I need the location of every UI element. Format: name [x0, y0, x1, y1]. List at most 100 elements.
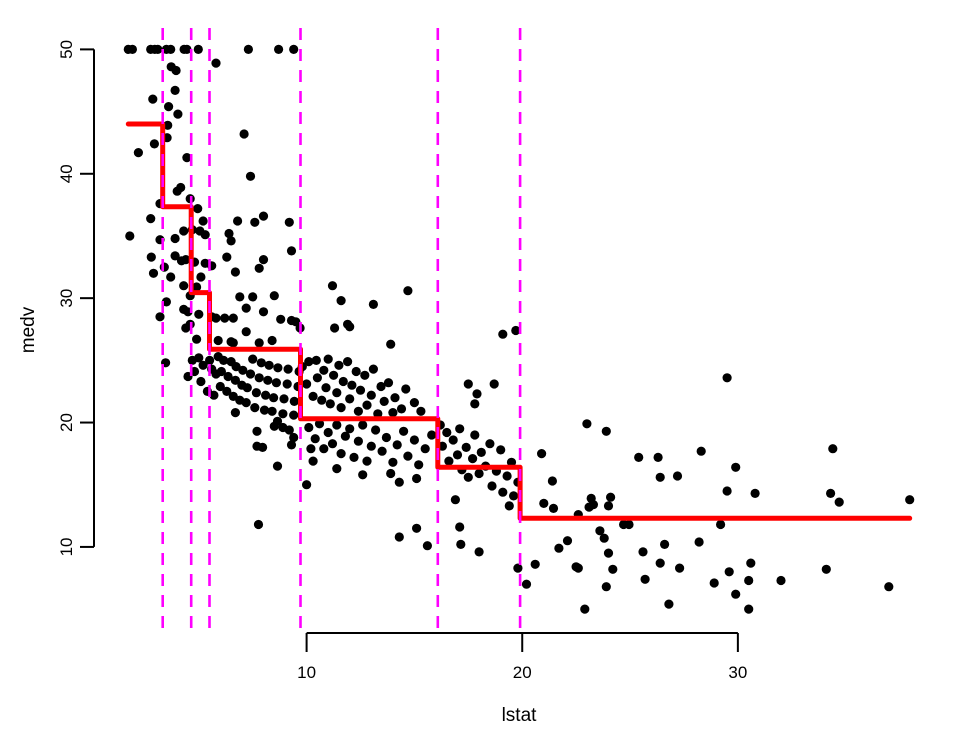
data-point: [884, 582, 894, 592]
data-point: [422, 541, 432, 551]
data-point: [489, 379, 499, 389]
data-point: [325, 399, 335, 409]
data-point: [653, 452, 663, 462]
data-point: [198, 216, 208, 226]
data-point: [360, 370, 370, 380]
data-point: [496, 445, 506, 455]
data-point: [304, 422, 314, 433]
data-point: [412, 523, 422, 533]
data-point: [403, 286, 413, 296]
data-point: [161, 297, 171, 307]
data-point: [170, 233, 180, 244]
data-point: [250, 403, 260, 413]
data-point: [386, 339, 396, 349]
data-point: [487, 481, 497, 491]
data-point: [181, 255, 191, 265]
data-point: [547, 476, 558, 486]
data-point: [376, 381, 386, 392]
data-point: [444, 456, 454, 466]
data-point: [264, 360, 274, 370]
data-point: [498, 487, 508, 497]
data-point: [349, 452, 359, 462]
data-point: [148, 94, 158, 104]
data-point: [388, 408, 398, 418]
data-point: [254, 373, 264, 383]
data-point: [125, 231, 135, 241]
tree-step-fit-line: [125, 121, 913, 521]
data-point: [215, 381, 225, 392]
data-point: [302, 480, 312, 490]
data-point: [146, 214, 156, 224]
data-point: [211, 313, 221, 323]
data-point: [171, 65, 181, 76]
data-point: [412, 473, 422, 484]
data-point: [289, 410, 299, 420]
data-point: [231, 362, 241, 372]
data-point: [267, 335, 277, 346]
data-point: [216, 366, 226, 377]
data-point: [826, 488, 836, 498]
data-point: [427, 430, 437, 440]
data-point: [371, 425, 381, 435]
data-point: [608, 564, 618, 574]
data-point: [230, 267, 240, 277]
data-point: [347, 380, 357, 390]
data-point: [353, 436, 363, 446]
data-point: [220, 313, 230, 323]
data-point: [530, 559, 540, 569]
y-axis-tick-label: 20: [57, 413, 76, 432]
data-point: [155, 312, 165, 322]
data-point: [731, 589, 741, 599]
data-point: [394, 477, 404, 487]
data-point: [273, 363, 283, 373]
data-point: [310, 434, 320, 444]
data-point: [905, 495, 915, 505]
data-point: [230, 408, 240, 418]
data-point: [330, 323, 340, 333]
data-point: [153, 44, 163, 55]
data-point: [323, 427, 333, 438]
data-point: [554, 543, 564, 553]
data-point: [722, 486, 732, 496]
data-point: [513, 563, 523, 573]
data-point: [230, 375, 240, 385]
data-point: [362, 400, 372, 410]
data-point: [166, 272, 176, 282]
data-point: [213, 335, 223, 346]
data-point: [366, 441, 376, 451]
data-point: [638, 547, 648, 557]
data-point: [317, 395, 327, 405]
data-point: [245, 171, 256, 181]
x-axis: 10 20 30: [297, 632, 747, 682]
data-point: [200, 230, 210, 240]
data-point: [133, 148, 143, 158]
data-point: [319, 444, 329, 454]
data-point: [345, 394, 355, 404]
data-point: [286, 246, 297, 256]
data-point: [634, 452, 644, 462]
data-point: [601, 582, 611, 592]
data-point: [327, 281, 338, 291]
data-point: [179, 281, 189, 291]
data-point: [504, 501, 514, 511]
data-point: [250, 217, 260, 227]
data-point: [282, 379, 292, 389]
data-point: [562, 536, 573, 546]
data-point: [709, 578, 719, 588]
data-point: [396, 404, 407, 414]
data-point: [193, 204, 203, 214]
data-point: [470, 399, 480, 409]
data-point: [624, 519, 634, 530]
data-point: [258, 211, 269, 221]
data-point: [571, 562, 581, 572]
data-point: [336, 403, 346, 413]
data-point: [394, 532, 404, 542]
data-point: [306, 444, 316, 454]
data-point: [304, 357, 314, 367]
split-lines-layer: [161, 28, 522, 633]
data-point: [278, 409, 288, 419]
y-axis-tick-label: 30: [57, 289, 76, 308]
data-point: [582, 419, 592, 429]
data-point: [196, 272, 206, 282]
